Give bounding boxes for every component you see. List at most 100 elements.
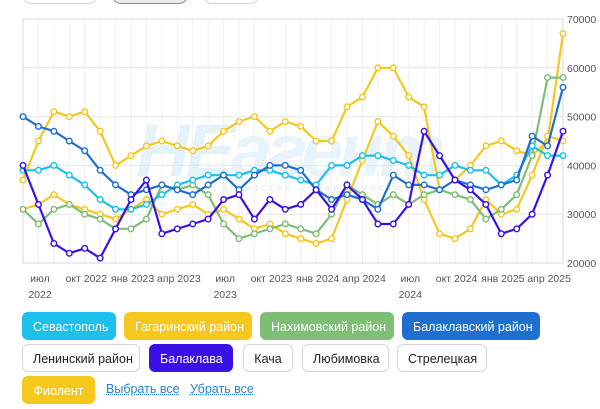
data-point [34,220,42,228]
data-point [544,152,552,160]
y-tick-label: 50000 [567,112,596,124]
data-point [127,152,135,160]
chip-gagarinsky[interactable]: Гагаринский район [124,312,252,340]
data-point [297,166,305,174]
data-point [513,205,521,213]
data-point [297,176,305,184]
data-point [204,215,212,223]
data-point [436,186,444,194]
x-tick-label: окт 2022 [65,273,107,285]
x-tick-label-year: 2023 [213,289,237,301]
data-point [544,171,552,179]
x-tick-label: апр 2023 [157,273,201,285]
x-tick-label: июл [400,273,420,285]
x-tick-label: янв 2024 [296,273,339,285]
chip-balaklava[interactable]: Балаклава [149,344,233,372]
data-point [466,186,474,194]
data-point [65,200,73,208]
data-point [343,161,351,169]
data-point [420,103,428,111]
select-all-link[interactable]: Выбрать все [106,382,180,396]
series-line [22,87,565,211]
data-point [405,200,413,208]
data-point [173,186,181,194]
data-point [65,137,73,145]
data-point [158,191,166,199]
data-point [112,161,120,169]
series-line [21,33,565,191]
chip-balaklavsky[interactable]: Балаклавский район [402,312,540,340]
data-point [420,181,428,189]
x-tick-label: апр 2025 [527,273,571,285]
data-point [112,181,120,189]
data-point [497,181,505,189]
data-point [451,235,459,243]
data-point [50,127,58,135]
data-point [343,103,351,111]
data-point [266,161,274,169]
data-point [34,166,42,174]
data-point [250,113,258,121]
data-point [374,220,382,228]
data-point [343,181,351,189]
data-point [513,191,521,199]
x-tick-label: окт 2024 [436,273,478,285]
data-point [544,74,552,82]
data-point [158,137,166,145]
data-point [389,132,397,140]
data-point [220,171,228,179]
chip-streletskaya[interactable]: Стрелецкая [397,344,487,372]
data-point [281,205,289,213]
x-tick-label: окт 2023 [251,273,293,285]
data-point [173,142,181,150]
clear-all-link[interactable]: Убрать все [190,382,254,396]
x-tick-label-year: 2022 [28,289,52,301]
y-axis: 70000 60000 50000 40000 30000 20000 [567,14,596,270]
data-point [189,191,197,199]
data-point [96,166,104,174]
chip-kacha[interactable]: Кача [243,344,293,372]
data-point [65,113,73,121]
data-point [81,244,89,252]
chip-lyubimovka[interactable]: Любимовка [302,344,389,372]
data-point [81,108,89,116]
data-point [235,215,243,223]
data-point [328,196,336,204]
data-point [358,196,366,204]
data-point [559,127,567,135]
data-point [19,161,27,169]
data-point [374,64,382,72]
data-point [281,220,289,228]
data-point [420,171,428,179]
data-point [189,176,197,184]
chip-nakhimovsky[interactable]: Нахимовский район [260,312,394,340]
data-point [451,176,459,184]
data-point [328,137,336,145]
data-point [250,171,258,179]
data-point [497,230,505,238]
data-point [482,186,490,194]
data-point [374,117,382,125]
data-point [250,230,258,238]
data-point [235,117,243,125]
x-axis: июл 2022 окт 2022 янв 2023 апр 2023 июл 2023 ок… [28,273,571,301]
data-point [34,137,42,145]
chip-sevastopol[interactable]: Севастополь [22,312,116,340]
data-point [19,113,27,121]
data-point [127,205,135,213]
data-point [312,230,320,238]
data-point [250,215,258,223]
data-point [559,83,567,91]
y-tick-label: 30000 [567,209,596,221]
series-line [21,130,565,260]
x-tick-label: июл [215,273,235,285]
data-point [50,205,58,213]
chip-fiolent[interactable]: Фиолент [22,376,95,404]
chip-leninsky[interactable]: Ленинский район [22,344,140,372]
data-point [328,161,336,169]
data-point [451,161,459,169]
data-point [50,191,58,199]
watermark-subtitle: агентство недвижимости [222,183,404,194]
data-point [112,205,120,213]
data-point [389,220,397,228]
